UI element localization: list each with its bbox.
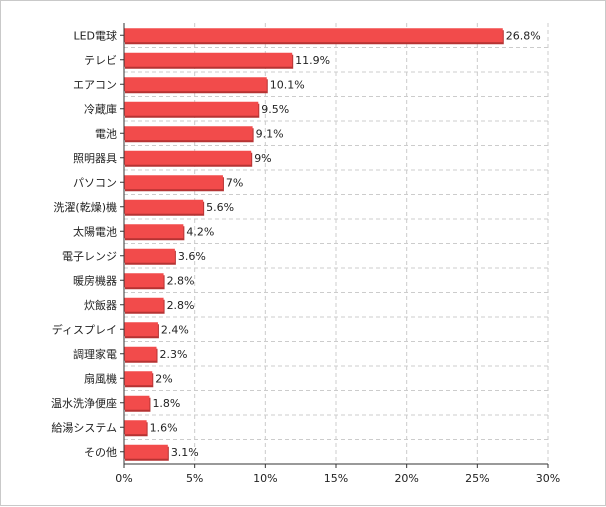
category-label: 暖房機器 xyxy=(73,273,117,287)
bar xyxy=(124,224,184,239)
data-label: 9.5% xyxy=(261,103,289,116)
x-tick-label: 30% xyxy=(536,472,560,485)
category-label: 照明器具 xyxy=(73,152,117,165)
data-label: 1.6% xyxy=(150,421,178,434)
bar xyxy=(124,28,503,43)
data-label: 4.2% xyxy=(186,225,214,238)
category-label: 電子レンジ xyxy=(62,250,117,263)
bar xyxy=(124,52,293,67)
data-label: 26.8% xyxy=(506,29,541,42)
data-label: 11.9% xyxy=(295,54,330,67)
bar xyxy=(124,395,150,410)
category-label: 給湯システム xyxy=(51,420,117,434)
x-tick-label: 5% xyxy=(186,472,203,485)
bar xyxy=(124,273,164,288)
data-label: 7% xyxy=(226,176,243,189)
category-label: パソコン xyxy=(73,176,117,189)
category-label: 冷蔵庫 xyxy=(84,102,117,116)
data-label: 9% xyxy=(254,152,271,165)
bar xyxy=(124,346,157,361)
bar xyxy=(124,77,267,92)
bar xyxy=(124,322,158,337)
data-label: 3.1% xyxy=(171,446,199,459)
data-label: 5.6% xyxy=(206,201,234,214)
x-tick-label: 15% xyxy=(324,472,348,485)
category-label: エアコン xyxy=(73,78,117,91)
bar xyxy=(124,420,147,435)
axes xyxy=(120,23,549,468)
category-label: 洗濯(乾燥)機 xyxy=(53,200,117,214)
bar xyxy=(124,371,153,386)
data-label: 9.1% xyxy=(256,127,284,140)
data-label: 2.8% xyxy=(167,274,195,287)
bar xyxy=(124,101,259,116)
bar xyxy=(124,175,223,190)
grid-lines xyxy=(124,23,549,465)
bars xyxy=(124,28,504,461)
category-label: 調理家電 xyxy=(73,347,117,361)
data-label: 2.3% xyxy=(160,348,188,361)
bar xyxy=(124,297,164,312)
category-label: テレビ xyxy=(84,54,117,67)
bar xyxy=(124,126,253,141)
category-label: 扇風機 xyxy=(84,371,117,385)
bar xyxy=(124,199,204,214)
bar xyxy=(124,150,252,165)
category-label: 温水洗浄便座 xyxy=(51,396,117,410)
category-label: その他 xyxy=(84,446,117,459)
data-label: 10.1% xyxy=(270,78,305,91)
category-label: 電池 xyxy=(95,127,117,140)
data-label: 3.6% xyxy=(178,250,206,263)
data-label: 2.4% xyxy=(161,323,189,336)
bar xyxy=(124,248,175,263)
data-label: 2.8% xyxy=(167,299,195,312)
data-label: 1.8% xyxy=(152,397,180,410)
category-label: 炊飯器 xyxy=(84,298,117,312)
category-label: LED電球 xyxy=(73,28,117,42)
labels: 26.8% LED電球 11.9% テレビ 10.1% エアコン 9.5% 冷蔵庫 9.1% 電池… xyxy=(51,28,560,485)
category-label: ディスプレイ xyxy=(52,322,117,336)
x-tick-label: 10% xyxy=(253,472,277,485)
x-tick-label: 20% xyxy=(394,472,418,485)
x-tick-label: 0% xyxy=(115,472,132,485)
data-label: 2% xyxy=(155,372,172,385)
category-label: 太陽電池 xyxy=(73,225,117,238)
bar xyxy=(124,444,168,459)
x-tick-label: 25% xyxy=(465,472,489,485)
